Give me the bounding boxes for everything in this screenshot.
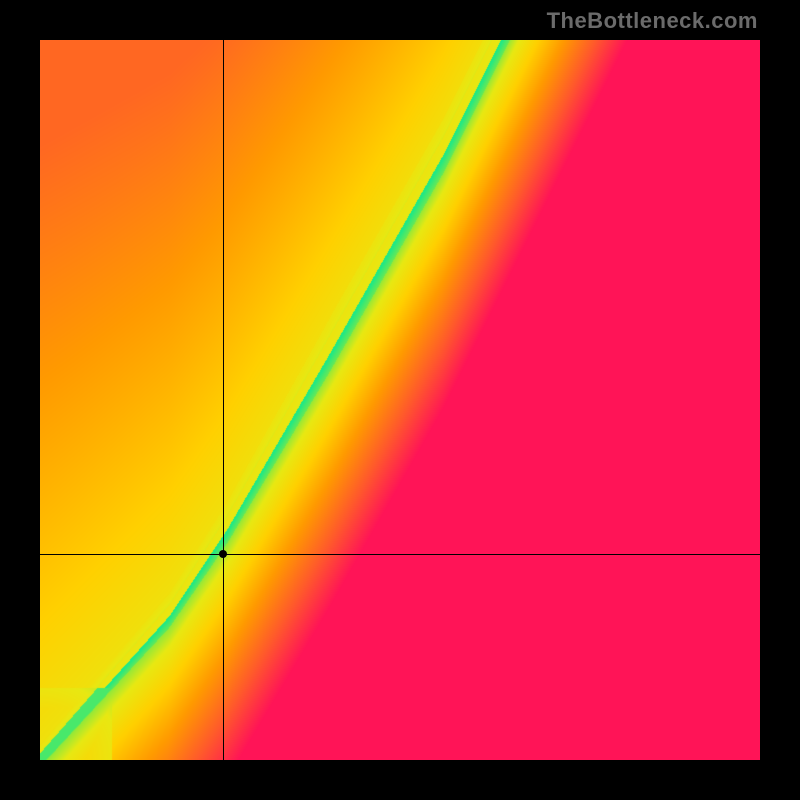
watermark-text: TheBottleneck.com [547, 8, 758, 34]
heatmap-canvas [40, 40, 760, 760]
outer-frame: TheBottleneck.com [0, 0, 800, 800]
heatmap-plot [40, 40, 760, 760]
